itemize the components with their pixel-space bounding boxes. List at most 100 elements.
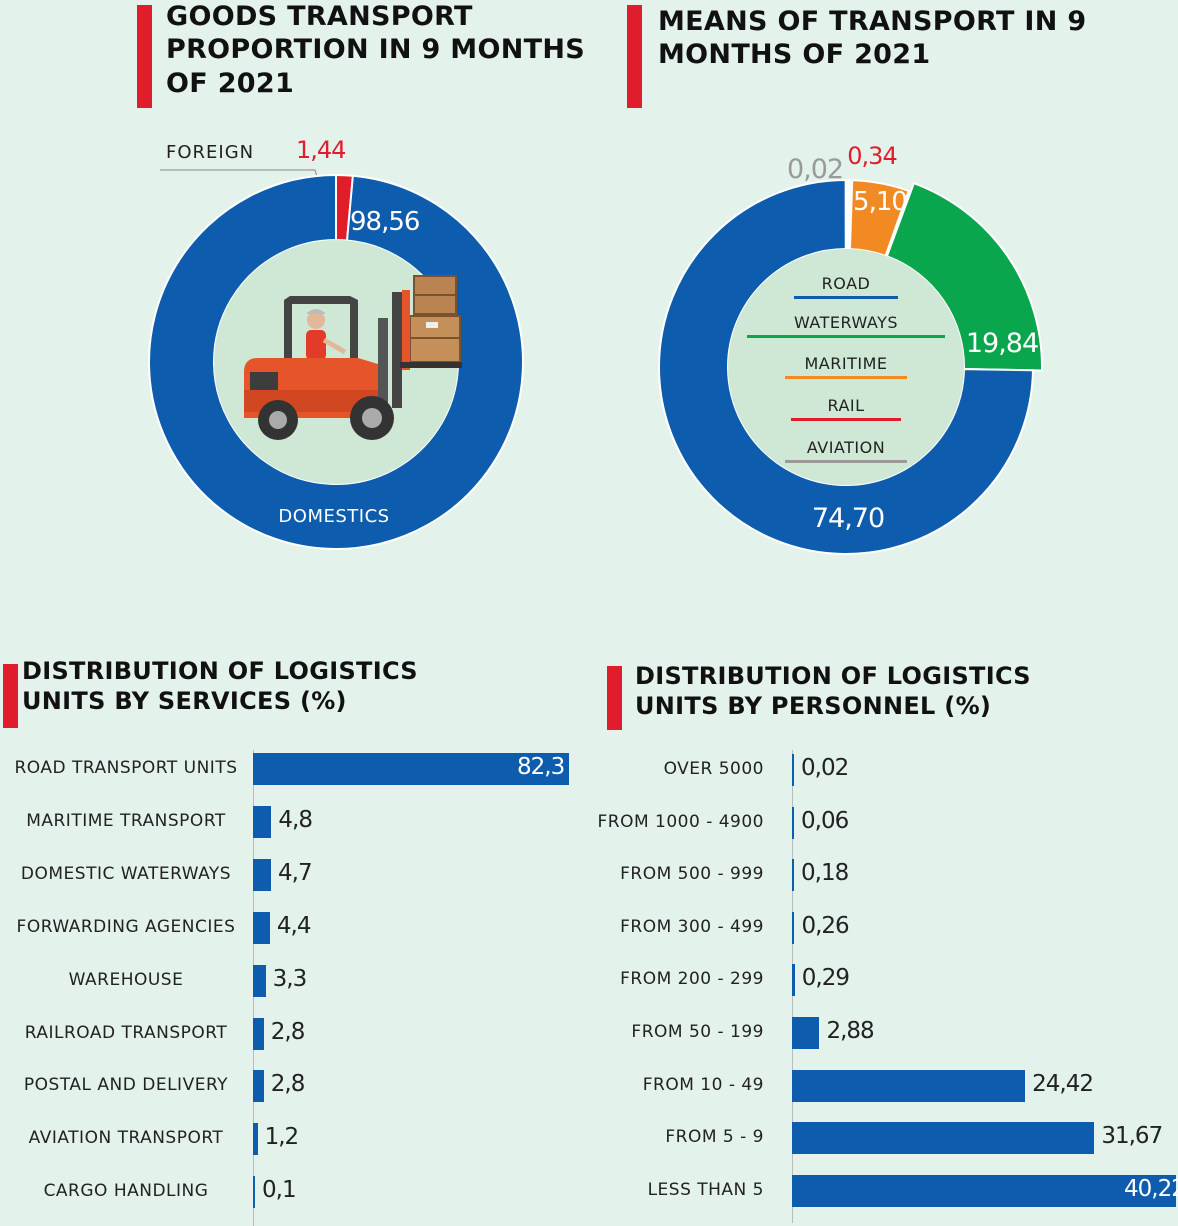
services-title: DISTRIBUTION OF LOGISTICS UNITS BY SERVI… [22, 657, 418, 717]
bar-value-label: 4,4 [277, 913, 311, 939]
title-line: UNITS BY SERVICES (%) [22, 687, 418, 717]
domestic-value-label: 98,56 [350, 207, 419, 237]
bar-category-label: FROM 300 - 499 [560, 917, 764, 937]
title-accent-bar [627, 5, 642, 108]
legend-swatch-aviation [785, 460, 907, 463]
donut-slice-waterways [887, 183, 1042, 370]
legend-swatch-road [794, 296, 898, 299]
title-accent-bar [137, 5, 152, 108]
bar-category-label: AVIATION TRANSPORT [0, 1128, 252, 1148]
legend-swatch-waterways [747, 335, 945, 338]
bar-value-label: 2,8 [271, 1071, 305, 1097]
forklift-illustration [244, 276, 462, 440]
legend-swatch-maritime [785, 376, 907, 379]
bar-value-label: 2,8 [271, 1019, 305, 1045]
title-line: OF 2021 [166, 67, 585, 100]
foreign-value-label: 1,44 [296, 136, 345, 164]
value-label-rail: 0,34 [847, 142, 896, 170]
title-line: PROPORTION IN 9 MONTHS [166, 33, 585, 66]
bar-category-label: DOMESTIC WATERWAYS [0, 864, 252, 884]
bar [253, 965, 266, 997]
bar-value-label: 0,02 [801, 755, 848, 781]
title-line: UNITS BY PERSONNEL (%) [635, 692, 1031, 722]
bar-value-label: 2,88 [826, 1018, 873, 1044]
bar-category-label: MARITIME TRANSPORT [0, 811, 252, 831]
donut-slice-maritime [850, 180, 909, 256]
personnel-title: DISTRIBUTION OF LOGISTICS UNITS BY PERSO… [635, 662, 1031, 722]
title-line: DISTRIBUTION OF LOGISTICS [635, 662, 1031, 692]
donut-slice-domestics [149, 175, 523, 549]
bar [792, 1175, 1176, 1207]
donut-slice-road [659, 180, 1033, 554]
bar-category-label: FORWARDING AGENCIES [0, 917, 252, 937]
bar-value-label: 4,8 [278, 807, 312, 833]
bar [253, 1176, 255, 1208]
title-accent-bar [607, 666, 622, 730]
goods-transport-title: GOODS TRANSPORT PROPORTION IN 9 MONTHS O… [166, 0, 585, 100]
foreign-label: FOREIGN [166, 142, 254, 163]
bar-category-label: FROM 5 - 9 [560, 1127, 764, 1147]
bar-category-label: CARGO HANDLING [0, 1181, 252, 1201]
title-line: MONTHS OF 2021 [658, 38, 1086, 71]
bar [253, 806, 271, 838]
title-line: DISTRIBUTION OF LOGISTICS [22, 657, 418, 687]
bar [792, 1017, 819, 1049]
bar-category-label: FROM 50 - 199 [560, 1022, 764, 1042]
title-line: GOODS TRANSPORT [166, 0, 585, 33]
bar-value-label: 24,42 [1032, 1071, 1093, 1097]
donut-slice-foreign [336, 175, 353, 240]
bar-category-label: WAREHOUSE [0, 970, 252, 990]
legend-label-maritime: MARITIME [805, 354, 888, 373]
bar-category-label: FROM 500 - 999 [560, 864, 764, 884]
value-label-aviation: 0,02 [787, 154, 843, 185]
bar-category-label: POSTAL AND DELIVERY [0, 1075, 252, 1095]
title-accent-bar [3, 664, 18, 728]
bar [792, 1122, 1094, 1154]
bar-value-label: 4,7 [278, 860, 312, 886]
bar-category-label: ROAD TRANSPORT UNITS [0, 758, 252, 778]
value-label-road: 74,70 [812, 503, 884, 534]
bar [253, 1070, 264, 1102]
legend-label-waterways: WATERWAYS [794, 313, 898, 332]
bar [253, 859, 271, 891]
bar [792, 859, 794, 891]
bar-category-label: LESS THAN 5 [560, 1180, 764, 1200]
bar [792, 964, 795, 996]
donut-slice-rail [847, 180, 850, 249]
bar-value-label: 1,2 [265, 1124, 299, 1150]
bar-category-label: FROM 1000 - 4900 [560, 812, 764, 832]
bar-value-label: 82,3 [517, 754, 564, 780]
bar [792, 1070, 1025, 1102]
donut-inner-circle [728, 249, 964, 485]
legend-label-rail: RAIL [827, 396, 864, 415]
bar-value-label: 0,06 [801, 808, 848, 834]
bar-value-label: 0,18 [801, 860, 848, 886]
bar-category-label: RAILROAD TRANSPORT [0, 1023, 252, 1043]
legend-label-aviation: AVIATION [807, 438, 885, 457]
value-label-waterways: 19,84 [966, 328, 1038, 359]
legend-label-road: ROAD [822, 274, 871, 293]
bar-value-label: 3,3 [273, 966, 307, 992]
bar-value-label: 0,29 [802, 965, 849, 991]
bar-value-label: 0,26 [801, 913, 848, 939]
bar [253, 1018, 264, 1050]
legend-swatch-rail [791, 418, 901, 421]
donut-inner-circle [214, 240, 458, 484]
means-of-transport-title: MEANS OF TRANSPORT IN 9 MONTHS OF 2021 [658, 5, 1086, 72]
bar [792, 807, 794, 839]
value-label-maritime: 5,10 [853, 187, 907, 217]
bar-value-label: 40,22 [1124, 1176, 1178, 1202]
bar [253, 912, 270, 944]
bar-category-label: FROM 10 - 49 [560, 1075, 764, 1095]
bar-category-label: FROM 200 - 299 [560, 969, 764, 989]
foreign-leader-line [160, 170, 318, 180]
bar [792, 754, 794, 786]
bar-category-label: OVER 5000 [560, 759, 764, 779]
bar-value-label: 0,1 [262, 1177, 296, 1203]
bar [253, 1123, 258, 1155]
title-line: MEANS OF TRANSPORT IN 9 [658, 5, 1086, 38]
bar-value-label: 31,67 [1101, 1123, 1162, 1149]
bar [792, 912, 794, 944]
domestic-label: DOMESTICS [278, 506, 389, 527]
center-legend: ROAD WATERWAYS MARITIME RAIL AVIATION [747, 274, 945, 463]
